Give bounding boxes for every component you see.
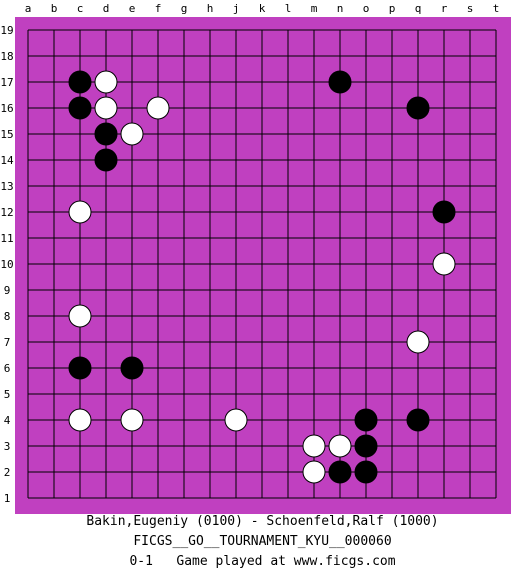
column-label: g	[181, 2, 188, 15]
row-label: 3	[4, 440, 11, 453]
column-label: t	[493, 2, 500, 15]
column-label: a	[25, 2, 32, 15]
black-stone	[354, 434, 378, 458]
black-stone	[94, 122, 118, 146]
row-labels: 19 18 17 16 15 14 13 12 11 10 9 8 7 6 5 4 3 2 1	[0, 24, 14, 505]
column-label: l	[285, 2, 292, 15]
column-label: o	[363, 2, 370, 15]
result-line: 0-1 Game played at www.ficgs.com	[129, 554, 396, 569]
row-label: 14	[0, 154, 14, 167]
white-stone	[328, 434, 352, 458]
row-label: 4	[4, 414, 11, 427]
white-stone	[432, 252, 456, 276]
row-label: 7	[4, 336, 11, 349]
white-stone	[302, 460, 326, 484]
row-label: 10	[0, 258, 13, 271]
column-label: p	[389, 2, 396, 15]
black-stone	[68, 356, 92, 380]
row-label: 9	[4, 284, 11, 297]
black-stone	[328, 70, 352, 94]
white-stone	[406, 330, 430, 354]
row-label: 2	[4, 466, 11, 479]
black-stone	[120, 356, 144, 380]
row-label: 5	[4, 388, 11, 401]
players-line: Bakin,Eugeniy (0100) - Schoenfeld,Ralf (…	[86, 514, 439, 529]
black-stone	[328, 460, 352, 484]
black-stone	[406, 408, 430, 432]
tournament-line: FICGS__GO__TOURNAMENT_KYU__000060	[133, 534, 392, 549]
white-stone	[120, 408, 144, 432]
column-label: q	[415, 2, 422, 15]
white-stone	[146, 96, 170, 120]
white-stone	[94, 70, 118, 94]
black-stone	[354, 408, 378, 432]
row-label: 11	[0, 232, 13, 245]
row-label: 19	[0, 24, 13, 37]
column-label: h	[207, 2, 214, 15]
black-stone	[68, 96, 92, 120]
white-stone	[68, 408, 92, 432]
column-label: s	[467, 2, 474, 15]
row-label: 12	[0, 206, 13, 219]
row-label: 13	[0, 180, 13, 193]
stones-layer	[68, 70, 456, 484]
board-grid	[27, 29, 497, 499]
board-background	[15, 17, 511, 514]
row-label: 17	[0, 76, 13, 89]
column-label: d	[103, 2, 110, 15]
row-label: 15	[0, 128, 13, 141]
white-stone	[120, 122, 144, 146]
column-label: b	[51, 2, 58, 15]
black-stone	[94, 148, 118, 172]
black-stone	[432, 200, 456, 224]
row-label: 6	[4, 362, 11, 375]
column-label: m	[311, 2, 318, 15]
row-label: 8	[4, 310, 11, 323]
column-label: f	[155, 2, 162, 15]
row-label: 18	[0, 50, 13, 63]
column-label: c	[77, 2, 84, 15]
column-label: k	[259, 2, 266, 15]
column-label: j	[233, 2, 240, 15]
black-stone	[354, 460, 378, 484]
white-stone	[68, 304, 92, 328]
column-label: e	[129, 2, 136, 15]
row-label: 16	[0, 102, 13, 115]
white-stone	[224, 408, 248, 432]
white-stone	[302, 434, 326, 458]
column-label: n	[337, 2, 344, 15]
column-label: r	[441, 2, 448, 15]
row-label: 1	[4, 492, 11, 505]
white-stone	[94, 96, 118, 120]
black-stone	[406, 96, 430, 120]
black-stone	[68, 70, 92, 94]
white-stone	[68, 200, 92, 224]
